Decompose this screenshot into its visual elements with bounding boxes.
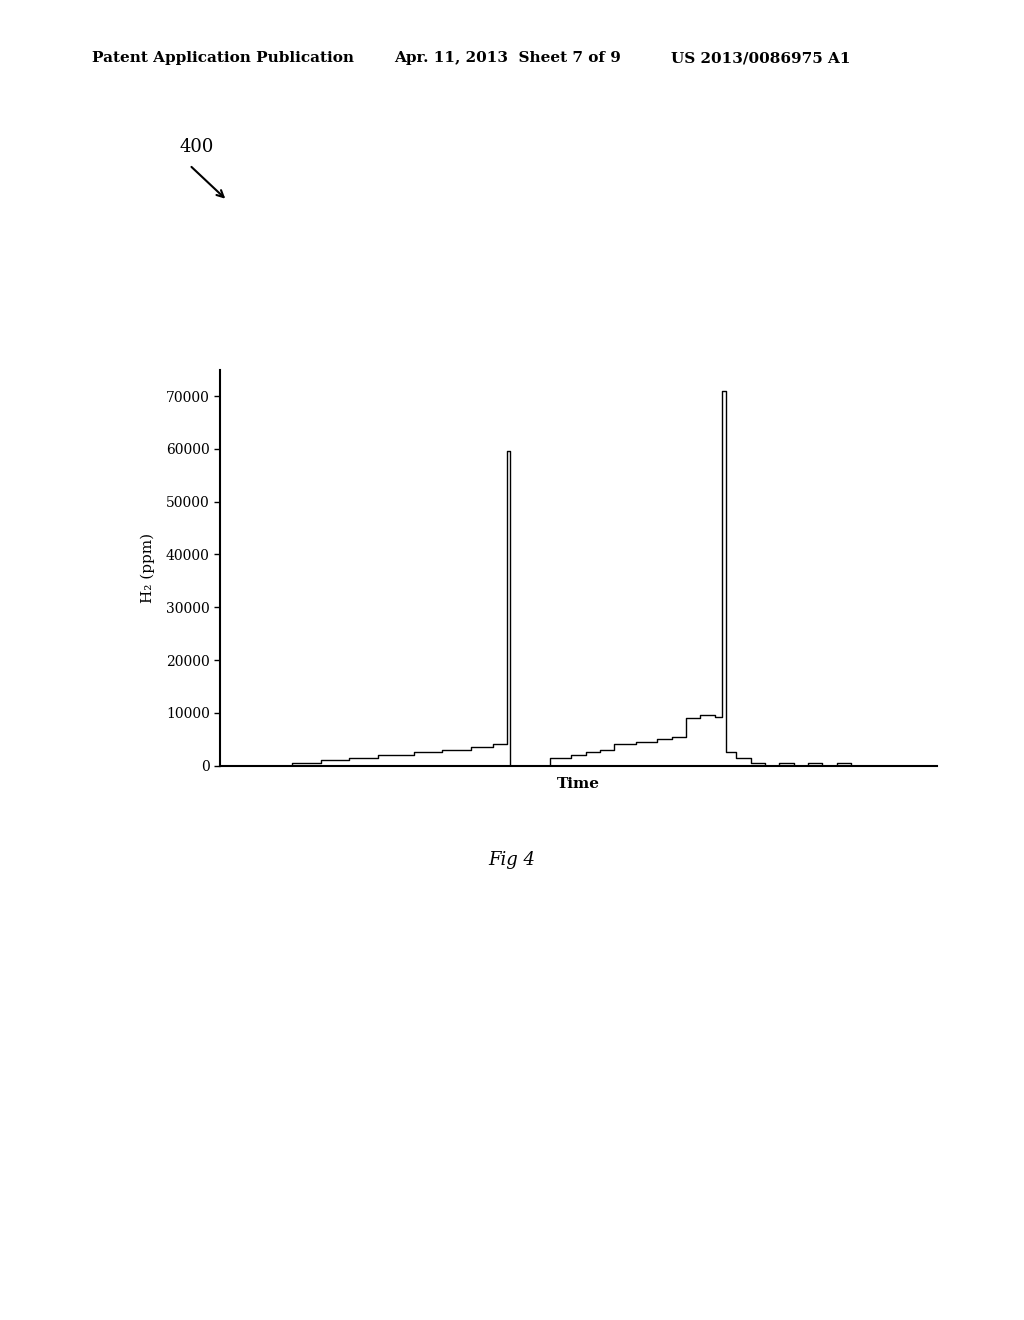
Text: Fig 4: Fig 4 — [488, 850, 536, 869]
Y-axis label: H₂ (ppm): H₂ (ppm) — [140, 532, 155, 603]
Text: 400: 400 — [179, 137, 214, 156]
X-axis label: Time: Time — [557, 776, 600, 791]
Text: Apr. 11, 2013  Sheet 7 of 9: Apr. 11, 2013 Sheet 7 of 9 — [394, 51, 622, 65]
Text: Patent Application Publication: Patent Application Publication — [92, 51, 354, 65]
Text: US 2013/0086975 A1: US 2013/0086975 A1 — [671, 51, 850, 65]
